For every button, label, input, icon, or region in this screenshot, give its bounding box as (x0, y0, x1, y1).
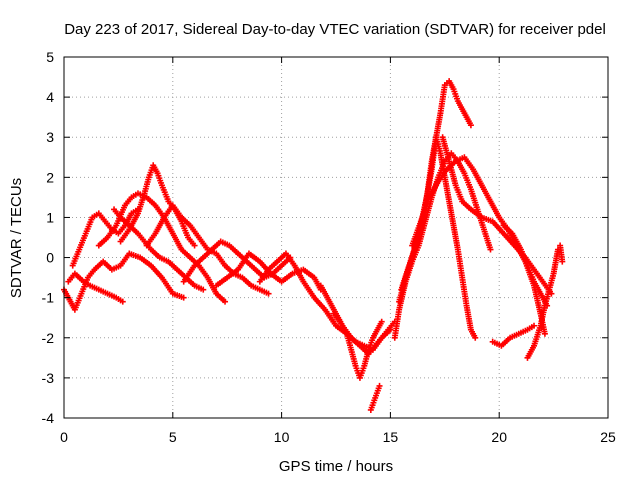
x-tick-label: 10 (274, 429, 290, 445)
data-point (531, 322, 538, 329)
plot-frame (63, 56, 609, 419)
y-tick-label: 5 (46, 49, 54, 65)
x-tick-label: 5 (169, 429, 177, 445)
axis-ticks (63, 56, 609, 419)
data-points (61, 78, 566, 413)
data-point (487, 246, 494, 253)
y-tick-label: 2 (46, 169, 54, 185)
y-tick-label: -3 (42, 370, 55, 386)
data-point (180, 294, 187, 301)
x-tick-label: 15 (383, 429, 399, 445)
data-point (200, 286, 207, 293)
data-point (544, 302, 551, 309)
x-tick-label: 20 (491, 429, 507, 445)
y-tick-labels: -4 -3 -2 -1 0 1 2 3 4 5 (42, 49, 55, 426)
x-tick-label: 25 (600, 429, 616, 445)
data-point (378, 318, 385, 325)
data-point (467, 122, 474, 129)
data-point (222, 298, 229, 305)
data-point (376, 382, 383, 389)
data-point (119, 298, 126, 305)
y-tick-label: 0 (46, 250, 54, 266)
chart-title: Day 223 of 2017, Sidereal Day-to-day VTE… (64, 21, 606, 38)
data-point (265, 290, 272, 297)
y-tick-label: -2 (42, 330, 55, 346)
data-point (559, 258, 566, 265)
x-tick-labels: 0 5 10 15 20 25 (60, 429, 616, 445)
grid-lines (64, 57, 608, 418)
y-tick-label: -4 (42, 410, 55, 426)
y-axis-label: SDTVAR / TECUs (8, 178, 25, 298)
y-tick-label: 4 (46, 89, 54, 105)
data-point (541, 330, 548, 337)
data-point (472, 334, 479, 341)
y-tick-label: 1 (46, 209, 54, 225)
data-point (191, 242, 198, 249)
y-tick-label: 3 (46, 129, 54, 145)
x-axis-label: GPS time / hours (279, 458, 393, 475)
y-tick-label: -1 (42, 290, 55, 306)
x-tick-label: 0 (60, 429, 68, 445)
